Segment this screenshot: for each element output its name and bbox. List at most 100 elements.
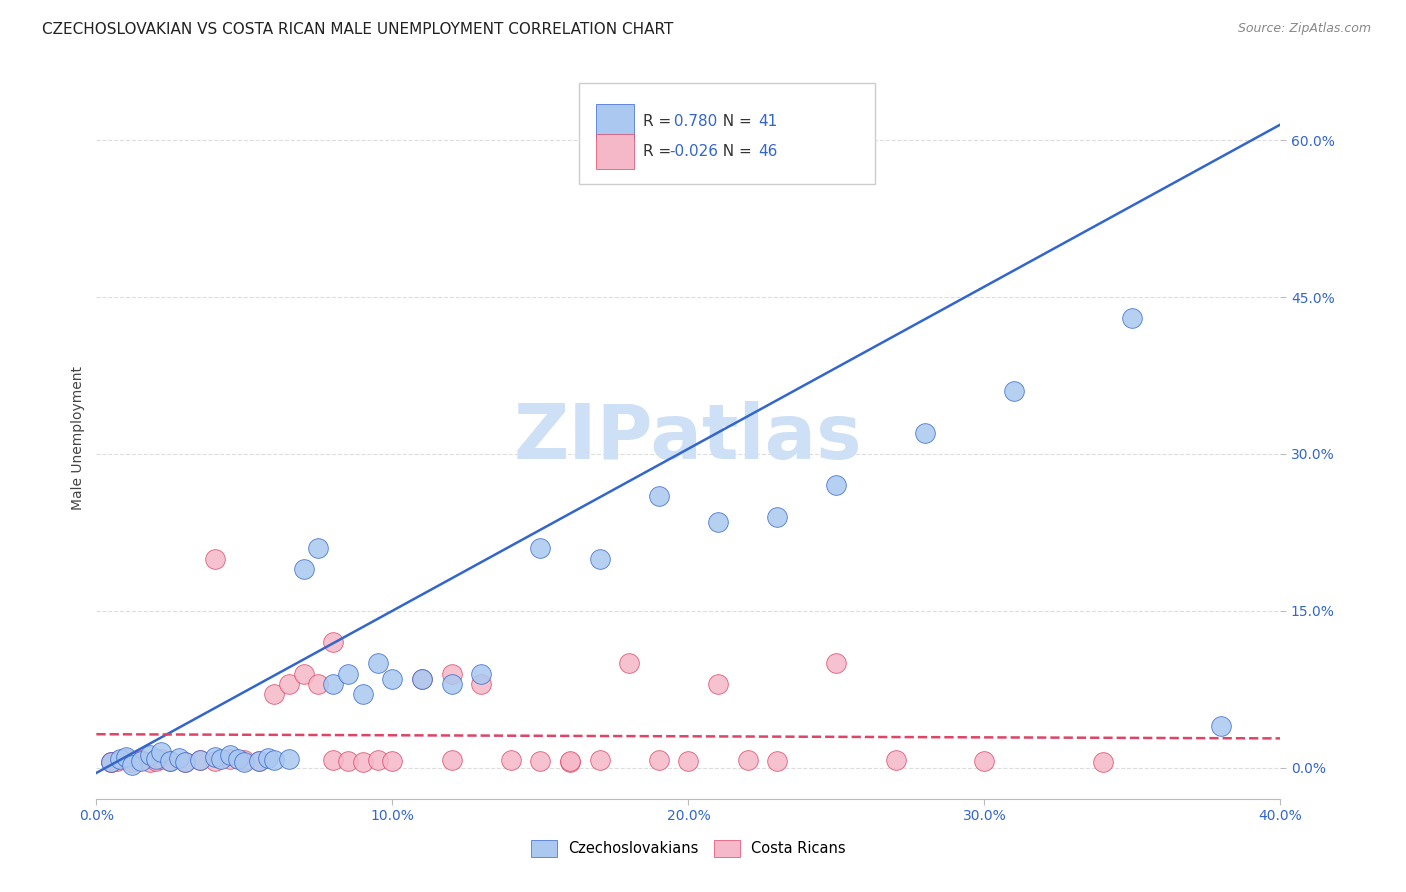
- Point: [367, 753, 389, 767]
- Point: [277, 752, 299, 766]
- Point: [588, 753, 610, 767]
- Text: N =: N =: [713, 145, 756, 160]
- Text: Source: ZipAtlas.com: Source: ZipAtlas.com: [1237, 22, 1371, 36]
- Text: -0.026: -0.026: [669, 145, 718, 160]
- Point: [558, 755, 581, 769]
- Point: [825, 478, 848, 492]
- Point: [167, 751, 190, 765]
- Point: [307, 541, 329, 555]
- Point: [678, 755, 700, 769]
- Text: R =: R =: [644, 114, 676, 129]
- Point: [277, 677, 299, 691]
- Point: [529, 541, 551, 555]
- Point: [174, 756, 197, 770]
- Point: [1121, 310, 1143, 325]
- Point: [209, 752, 232, 766]
- Point: [558, 756, 581, 770]
- Point: [529, 755, 551, 769]
- Point: [121, 757, 143, 772]
- Point: [100, 756, 122, 770]
- Point: [499, 753, 522, 767]
- Point: [150, 752, 173, 766]
- Point: [914, 425, 936, 440]
- Point: [648, 753, 671, 767]
- Point: [188, 753, 211, 767]
- Point: [145, 752, 167, 766]
- Point: [884, 753, 907, 767]
- Point: [188, 753, 211, 767]
- Point: [159, 755, 181, 769]
- Point: [825, 656, 848, 670]
- Point: [204, 755, 226, 769]
- Point: [470, 677, 492, 691]
- Point: [105, 755, 128, 769]
- Point: [440, 753, 463, 767]
- Point: [1211, 719, 1233, 733]
- Point: [411, 672, 433, 686]
- Text: N =: N =: [713, 114, 756, 129]
- Point: [138, 756, 160, 770]
- Point: [1002, 384, 1025, 399]
- Point: [648, 489, 671, 503]
- Point: [100, 756, 122, 770]
- Point: [228, 752, 250, 766]
- Point: [204, 750, 226, 764]
- Point: [108, 752, 131, 766]
- Point: [440, 666, 463, 681]
- Point: [411, 672, 433, 686]
- Point: [707, 515, 730, 529]
- Point: [307, 677, 329, 691]
- Point: [737, 753, 759, 767]
- Point: [381, 672, 404, 686]
- Text: CZECHOSLOVAKIAN VS COSTA RICAN MALE UNEMPLOYMENT CORRELATION CHART: CZECHOSLOVAKIAN VS COSTA RICAN MALE UNEM…: [42, 22, 673, 37]
- Point: [352, 688, 374, 702]
- Point: [336, 666, 359, 681]
- Point: [218, 752, 240, 766]
- Text: 0.780: 0.780: [669, 114, 717, 129]
- Point: [322, 635, 344, 649]
- Point: [973, 755, 995, 769]
- Point: [129, 755, 152, 769]
- Point: [218, 748, 240, 763]
- Point: [100, 756, 122, 770]
- Point: [174, 756, 197, 770]
- Point: [129, 753, 152, 767]
- Point: [115, 752, 138, 766]
- Point: [138, 748, 160, 763]
- Point: [121, 756, 143, 770]
- Point: [352, 756, 374, 770]
- Point: [766, 755, 789, 769]
- Point: [766, 509, 789, 524]
- Legend: Czechoslovakians, Costa Ricans: Czechoslovakians, Costa Ricans: [523, 832, 853, 864]
- Point: [257, 751, 280, 765]
- Point: [145, 755, 167, 769]
- Point: [115, 750, 138, 764]
- Text: 46: 46: [758, 145, 778, 160]
- Point: [263, 753, 285, 767]
- Point: [367, 656, 389, 670]
- Point: [292, 666, 315, 681]
- Point: [440, 677, 463, 691]
- Point: [204, 551, 226, 566]
- Point: [233, 756, 256, 770]
- Point: [588, 551, 610, 566]
- Y-axis label: Male Unemployment: Male Unemployment: [72, 367, 86, 510]
- Text: 41: 41: [758, 114, 778, 129]
- Point: [470, 666, 492, 681]
- Text: R =: R =: [644, 145, 676, 160]
- Point: [336, 755, 359, 769]
- Point: [707, 677, 730, 691]
- Text: ZIPatlas: ZIPatlas: [515, 401, 863, 475]
- Point: [263, 688, 285, 702]
- Point: [322, 753, 344, 767]
- Point: [247, 755, 270, 769]
- Point: [619, 656, 641, 670]
- Point: [233, 753, 256, 767]
- Point: [150, 745, 173, 759]
- Point: [292, 562, 315, 576]
- Point: [381, 755, 404, 769]
- Point: [1091, 756, 1114, 770]
- Point: [322, 677, 344, 691]
- Point: [247, 755, 270, 769]
- Point: [159, 755, 181, 769]
